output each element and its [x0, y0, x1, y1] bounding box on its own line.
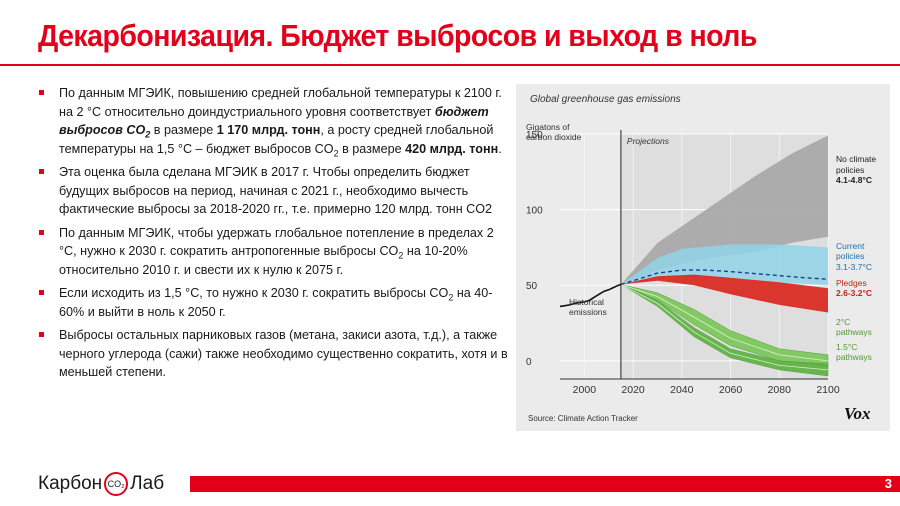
footer-bar — [190, 476, 900, 492]
bullet-marker — [39, 229, 44, 235]
bullet-marker — [39, 332, 44, 337]
bullet-text-run: бюджет выбросов CO — [59, 104, 489, 138]
chart-source: Source: Climate Action Tracker — [528, 414, 638, 423]
pathway-median-line — [620, 284, 829, 362]
bullet-text-run: 2 — [448, 292, 454, 303]
bullet-marker — [39, 90, 44, 95]
series-label: pathways — [836, 352, 872, 362]
chart-svg: 0 50 100 150 2000 2020 2040 2060 2080 2100 Global … — [526, 94, 876, 423]
series-label: 1.5°C — [836, 342, 857, 352]
y-axis-label: carbon dioxide — [526, 132, 582, 142]
y-axis-label: Gigatons of — [526, 122, 570, 132]
series-label: 3.1-3.7°C — [836, 262, 872, 272]
y-tick-label: 150 — [526, 130, 543, 141]
band-no-climate-policies — [620, 135, 828, 285]
bullet-text-run: в размере — [338, 141, 406, 156]
bullet-item: Выбросы остальных парниковых газов (мета… — [38, 326, 508, 382]
bullet-text-run: в размере — [150, 123, 217, 137]
band-1-5c-pathways — [620, 284, 829, 377]
x-tick-label: 2100 — [816, 384, 840, 396]
bullet-text-run: 420 млрд. тонн — [405, 141, 499, 156]
x-tick-label: 2060 — [719, 384, 743, 396]
bullet-text-run: на 10-20% относительно 2010 г. и свести … — [59, 244, 468, 277]
series-label: policies — [836, 165, 864, 175]
bullet-text-run: , а росту средней глобальной температуры… — [59, 123, 494, 156]
band-pledges — [620, 274, 828, 313]
series-label: policies — [836, 251, 864, 261]
x-tick-label: 2040 — [670, 384, 694, 396]
bullet-marker — [39, 169, 44, 174]
series-label: pathways — [836, 327, 872, 337]
series-label: No climate — [836, 154, 876, 164]
bullet-text-run: . — [498, 141, 502, 156]
x-tick-label: 2080 — [768, 384, 792, 396]
y-tick-label: 100 — [526, 206, 543, 217]
x-tick-label: 2020 — [621, 384, 645, 396]
series-label: Current — [836, 241, 865, 251]
y-tick-label: 50 — [526, 281, 538, 292]
x-tick-label: 2000 — [573, 384, 597, 396]
y-tick-label: 0 — [526, 357, 532, 368]
bullet-item: Эта оценка была сделана МГЭИК в 2017 г. … — [38, 163, 508, 219]
chart-title: Global greenhouse gas emissions — [530, 94, 681, 105]
series-label: 4.1-4.8°C — [836, 175, 872, 185]
title-underline — [0, 64, 900, 66]
logo-text-left: Карбон — [38, 473, 103, 494]
bullet-text-run: 1 170 млрд. тонн — [216, 123, 321, 137]
bullet-item: Если исходить из 1,5 °C, то нужно к 2030… — [38, 284, 508, 321]
bullet-item: По данным МГЭИК, повышению средней глоба… — [38, 84, 508, 158]
company-logo: Карбон CO₂ Лаб — [38, 470, 164, 498]
series-label: 2°C — [836, 317, 850, 327]
historical-emissions-line — [559, 283, 622, 308]
bullet-marker — [39, 290, 44, 295]
bullet-text-run: По данным МГЭИК, чтобы удержать глобальн… — [59, 225, 494, 259]
historical-label: Historical — [569, 297, 604, 307]
logo-co2-circle: CO₂ — [104, 472, 129, 496]
pathway-median-line — [620, 284, 829, 371]
bullet-text-run: Эта оценка была сделана МГЭИК в 2017 г. … — [59, 165, 493, 216]
bullet-item: По данным МГЭИК, чтобы удержать глобальн… — [38, 224, 508, 280]
emissions-chart: 0 50 100 150 2000 2020 2040 2060 2080 2100 Global … — [516, 84, 890, 431]
current-policy-median-line — [620, 269, 829, 286]
page-number: 3 — [884, 476, 892, 491]
series-label: 2.6-3.2°C — [836, 288, 872, 298]
bullet-text-run: Выбросы остальных парниковых газов (мета… — [59, 328, 508, 379]
bullet-text-run: Если исходить из 1,5 °C, то нужно к 2030… — [59, 286, 449, 300]
bullet-text-run: 2 — [145, 129, 151, 140]
bullet-text-run: на 40-60% и выйти в ноль к 2050 г. — [59, 286, 493, 319]
logo-text-right: Лаб — [130, 473, 165, 494]
bullet-text-run: 2 — [398, 250, 404, 261]
page-title: Декарбонизация. Бюджет выбросов и выход … — [38, 18, 757, 53]
vox-logo: Vox — [844, 404, 871, 423]
bullet-text-run: По данным МГЭИК, повышению средней глоба… — [59, 86, 502, 119]
series-label: Pledges — [836, 278, 867, 288]
bullet-text-run: 2 — [333, 148, 339, 159]
projections-label: Projections — [627, 136, 670, 146]
historical-label: emissions — [569, 307, 607, 317]
bullet-list: По данным МГЭИК, повышению средней глоба… — [38, 84, 508, 387]
